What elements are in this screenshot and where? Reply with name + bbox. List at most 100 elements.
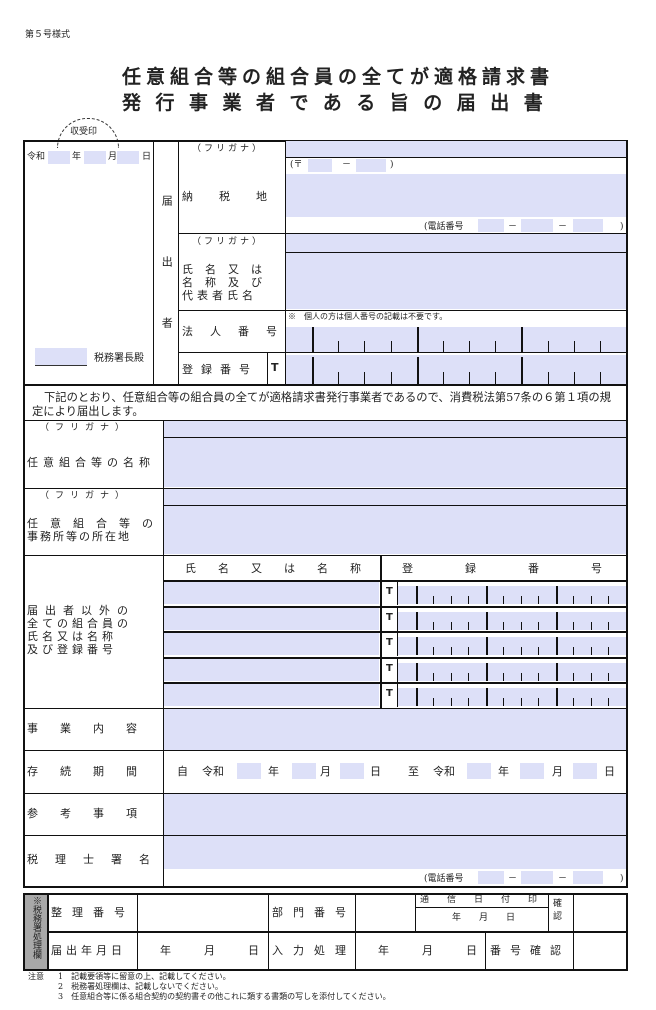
digit-divider [608, 621, 610, 630]
digit-divider [555, 586, 558, 604]
period-from-day-input[interactable] [340, 763, 364, 779]
digit-divider [364, 371, 366, 384]
tax-address-furigana-input[interactable] [286, 141, 626, 157]
member-name-input[interactable] [164, 684, 379, 707]
tax-address-input[interactable] [286, 174, 626, 217]
input-process-date: 年 月 日 [378, 944, 477, 957]
union-name-furigana-input[interactable] [164, 421, 626, 437]
name-label-2: 名称及び [182, 276, 274, 289]
period-from-year-input[interactable] [237, 763, 261, 779]
digit-divider [468, 698, 470, 707]
digit-divider [433, 595, 435, 604]
phone-1-input[interactable] [478, 219, 504, 232]
digit-divider [468, 621, 470, 630]
accountant-phone-1-input[interactable] [478, 871, 504, 884]
accountant-input[interactable] [164, 836, 626, 869]
period-to-month-input[interactable] [520, 763, 544, 779]
office-address-input[interactable] [164, 506, 626, 554]
member-reg-input[interactable] [398, 662, 626, 681]
phone-2-input[interactable] [521, 219, 553, 232]
digit-divider [485, 637, 488, 656]
name-label-1: 氏名又は [182, 263, 274, 276]
digit-divider [485, 662, 488, 681]
digit-divider [520, 595, 522, 604]
name-furigana-input[interactable] [286, 234, 626, 252]
phone-suffix: ) [620, 222, 624, 232]
digit-divider [520, 672, 522, 681]
reference-input[interactable] [164, 794, 626, 835]
member-name-input[interactable] [164, 607, 379, 630]
digit-divider [590, 672, 592, 681]
period-from-month-input[interactable] [292, 763, 316, 779]
digit-divider [433, 698, 435, 707]
office-use-side-label: ※税務署処理欄 [31, 896, 41, 959]
digit-divider [547, 371, 549, 384]
member-reg-input[interactable] [398, 586, 626, 604]
date-month-input[interactable] [84, 151, 106, 164]
postal-code-1-input[interactable] [308, 159, 332, 172]
date-month-label: 月 [108, 152, 118, 162]
corp-number-input[interactable] [286, 327, 626, 352]
confirm-label: 確認 [553, 899, 563, 922]
member-name-input[interactable] [164, 582, 379, 604]
reg-number-input[interactable] [286, 355, 626, 384]
digit-divider [608, 698, 610, 707]
digit-divider [450, 698, 452, 707]
digit-divider [555, 662, 558, 681]
member-reg-input[interactable] [398, 611, 626, 630]
member-reg-input[interactable] [398, 637, 626, 656]
tax-office-input[interactable] [35, 348, 87, 366]
digit-divider [520, 698, 522, 707]
office-label-2: 事務所等の所在地 [27, 530, 131, 543]
office-furigana-input[interactable] [164, 489, 626, 505]
name-input[interactable] [286, 253, 626, 309]
digit-divider [433, 647, 435, 656]
member-name-input[interactable] [164, 658, 379, 681]
period-day-1: 日 [370, 765, 381, 778]
phone-dash-1: － [508, 222, 518, 232]
date-day-input[interactable] [117, 151, 139, 164]
period-to-day-input[interactable] [573, 763, 597, 779]
digit-divider [555, 611, 558, 630]
digit-divider [590, 595, 592, 604]
digit-divider [433, 621, 435, 630]
member-reg-input[interactable] [398, 688, 626, 707]
postal-dash: － [342, 160, 352, 170]
digit-divider [555, 637, 558, 656]
period-year-1: 年 [268, 765, 279, 778]
period-to-year-input[interactable] [467, 763, 491, 779]
members-label-1: 届出者以外の [27, 604, 135, 617]
accountant-phone-2-input[interactable] [521, 871, 553, 884]
digit-divider [590, 621, 592, 630]
digit-divider [415, 637, 418, 656]
digit-divider [495, 340, 497, 352]
digit-divider [503, 647, 505, 656]
member-t-prefix: T [386, 586, 393, 597]
date-year-input[interactable] [48, 151, 70, 164]
period-year-2: 年 [498, 765, 509, 778]
reference-label: 参考事項 [27, 807, 159, 820]
tax-address-label: 納税地 [182, 190, 293, 203]
business-input[interactable] [164, 709, 626, 750]
phone-3-input[interactable] [573, 219, 603, 232]
phone-suffix: ) [620, 874, 624, 884]
filed-date-value: 年 月 日 [160, 944, 259, 957]
digit-divider [538, 647, 540, 656]
postal-code-2-input[interactable] [356, 159, 386, 172]
digit-divider [573, 672, 575, 681]
union-name-label: 任意組合等の名称 [27, 456, 155, 469]
union-name-input[interactable] [164, 438, 626, 487]
business-label: 事業内容 [27, 722, 159, 735]
member-name-input[interactable] [164, 633, 379, 656]
accountant-phone-3-input[interactable] [573, 871, 603, 884]
phone-prefix: (電話番号 [424, 874, 464, 884]
notes-label: 注意 [28, 972, 44, 981]
digit-divider [485, 586, 488, 604]
digit-divider [573, 621, 575, 630]
digit-divider [390, 371, 392, 384]
digit-divider [338, 340, 340, 352]
digit-divider [469, 340, 471, 352]
digit-divider [608, 672, 610, 681]
digit-divider [415, 586, 418, 604]
digit-divider [415, 611, 418, 630]
